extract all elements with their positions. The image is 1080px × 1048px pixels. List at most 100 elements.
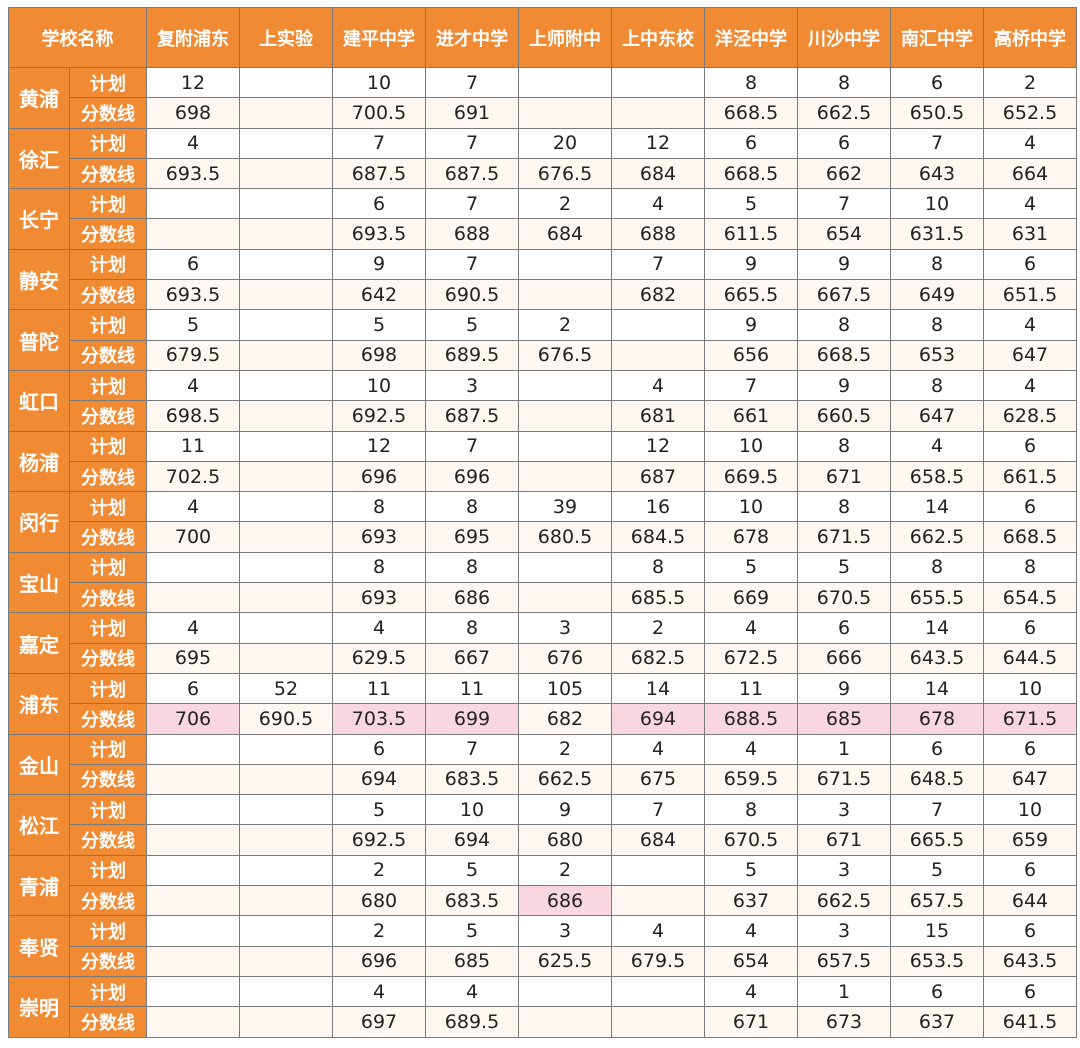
score-cell: 665.5 bbox=[704, 279, 798, 311]
plan-cell bbox=[239, 612, 333, 644]
plan-cell: 5 bbox=[332, 794, 426, 826]
score-cell: 631 bbox=[983, 218, 1077, 250]
score-cell: 683.5 bbox=[425, 763, 519, 796]
plan-cell: 3 bbox=[518, 612, 612, 644]
plan-row: 崇明 计划 4 4 4 1 6 6 bbox=[8, 975, 1077, 1038]
score-cell: 637 bbox=[890, 1006, 984, 1038]
score-cell: 671 bbox=[704, 1006, 798, 1038]
plan-cell: 8 bbox=[797, 491, 891, 523]
score-label: 分数线 bbox=[69, 885, 147, 917]
plan-cell: 16 bbox=[611, 491, 705, 523]
plan-cell: 12 bbox=[611, 430, 705, 462]
plan-cell: 3 bbox=[425, 369, 519, 402]
score-cell: 658.5 bbox=[890, 460, 984, 493]
score-cell: 650.5 bbox=[890, 97, 984, 129]
district-name: 金山 bbox=[8, 733, 70, 796]
plan-cell: 7 bbox=[797, 188, 891, 220]
plan-cell: 2 bbox=[518, 733, 612, 765]
score-label: 分数线 bbox=[69, 642, 147, 674]
score-cell: 662.5 bbox=[890, 521, 984, 553]
score-cell: 641.5 bbox=[983, 1006, 1077, 1038]
plan-cell: 14 bbox=[890, 612, 984, 644]
plan-cell bbox=[518, 551, 612, 584]
plan-cell: 3 bbox=[797, 915, 891, 947]
score-cell: 690.5 bbox=[425, 279, 519, 311]
score-cell: 668.5 bbox=[704, 157, 798, 190]
score-cell: 625.5 bbox=[518, 945, 612, 977]
district-name: 奉贤 bbox=[8, 915, 70, 977]
score-cell: 687.5 bbox=[332, 157, 426, 190]
score-cell: 680 bbox=[518, 824, 612, 856]
score-row: 分数线 692.5 694 680 684 670.5 671 665.5 659 bbox=[9, 824, 1077, 856]
score-cell: 664 bbox=[983, 157, 1077, 190]
table-body: 黄浦 计划 12 10 7 8 8 6 2 分数线 698 700.5 691 668.5 662.5 650… bbox=[8, 66, 1077, 1038]
score-row: 分数线 693.5 688 684 688 611.5 654 631.5 631 bbox=[9, 218, 1077, 250]
plan-cell: 5 bbox=[425, 309, 519, 341]
score-cell: 662.5 bbox=[797, 885, 891, 917]
score-cell: 629.5 bbox=[332, 642, 426, 674]
score-label: 分数线 bbox=[69, 157, 147, 190]
plan-cell: 6 bbox=[332, 188, 426, 220]
plan-row: 闵行 计划 4 8 8 39 16 10 8 14 6 bbox=[8, 491, 1077, 553]
plan-cell: 4 bbox=[425, 975, 519, 1008]
score-cell bbox=[146, 763, 240, 796]
plan-cell bbox=[239, 551, 333, 584]
school-header: 南汇中学 bbox=[890, 7, 984, 68]
district-name: 松江 bbox=[8, 794, 70, 856]
plan-cell bbox=[611, 66, 705, 99]
score-row: 分数线 680 683.5 686 637 662.5 657.5 644 bbox=[9, 885, 1077, 917]
plan-cell: 11 bbox=[146, 430, 240, 462]
plan-cell: 5 bbox=[704, 188, 798, 220]
score-cell: 651.5 bbox=[983, 279, 1077, 311]
plan-cell: 4 bbox=[146, 491, 240, 523]
plan-cell: 6 bbox=[890, 733, 984, 765]
plan-cell: 6 bbox=[983, 248, 1077, 281]
score-row: 分数线 698 700.5 691 668.5 662.5 650.5 652.5 bbox=[9, 97, 1077, 129]
score-cell: 675 bbox=[611, 763, 705, 796]
plan-cell: 2 bbox=[983, 66, 1077, 99]
plan-row: 徐汇 计划 4 7 7 20 12 6 6 7 4 bbox=[8, 127, 1077, 190]
plan-cell: 8 bbox=[983, 551, 1077, 584]
score-label: 分数线 bbox=[69, 703, 147, 735]
plan-cell: 9 bbox=[797, 248, 891, 281]
score-cell: 656 bbox=[704, 339, 798, 371]
plan-cell: 6 bbox=[983, 733, 1077, 765]
score-cell: 631.5 bbox=[890, 218, 984, 250]
plan-cell: 10 bbox=[704, 491, 798, 523]
school-header: 上师附中 bbox=[518, 7, 612, 68]
plan-cell: 6 bbox=[797, 612, 891, 644]
score-cell: 699 bbox=[425, 703, 519, 735]
plan-cell: 5 bbox=[890, 854, 984, 887]
plan-cell: 7 bbox=[704, 369, 798, 402]
plan-cell: 4 bbox=[983, 188, 1077, 220]
plan-cell: 5 bbox=[146, 309, 240, 341]
plan-cell: 39 bbox=[518, 491, 612, 523]
score-cell: 680 bbox=[332, 885, 426, 917]
district-name: 崇明 bbox=[8, 975, 70, 1038]
score-cell: 668.5 bbox=[797, 339, 891, 371]
plan-label: 计划 bbox=[69, 188, 147, 220]
plan-cell: 8 bbox=[332, 551, 426, 584]
score-cell bbox=[146, 1006, 240, 1038]
score-cell bbox=[518, 460, 612, 493]
score-cell: 700 bbox=[146, 521, 240, 553]
score-cell bbox=[518, 400, 612, 432]
score-cell: 661 bbox=[704, 400, 798, 432]
school-header: 洋泾中学 bbox=[704, 7, 798, 68]
plan-cell: 7 bbox=[332, 127, 426, 159]
score-label: 分数线 bbox=[69, 521, 147, 553]
score-cell: 684 bbox=[611, 157, 705, 190]
score-cell: 647 bbox=[890, 400, 984, 432]
district-name: 杨浦 bbox=[8, 430, 70, 493]
admission-table: 学校名称 复附浦东 上实验 建平中学 进才中学 上师附中 上中东校 洋泾中学 川… bbox=[8, 7, 1077, 1038]
score-cell: 671 bbox=[797, 460, 891, 493]
plan-cell: 10 bbox=[983, 672, 1077, 705]
plan-cell: 7 bbox=[890, 794, 984, 826]
score-label: 分数线 bbox=[69, 218, 147, 250]
plan-cell bbox=[239, 188, 333, 220]
plan-cell bbox=[611, 975, 705, 1008]
score-label: 分数线 bbox=[69, 400, 147, 432]
score-cell bbox=[518, 1006, 612, 1038]
score-row: 分数线 698.5 692.5 687.5 681 661 660.5 647 628.5 bbox=[9, 400, 1077, 432]
plan-cell: 5 bbox=[425, 915, 519, 947]
